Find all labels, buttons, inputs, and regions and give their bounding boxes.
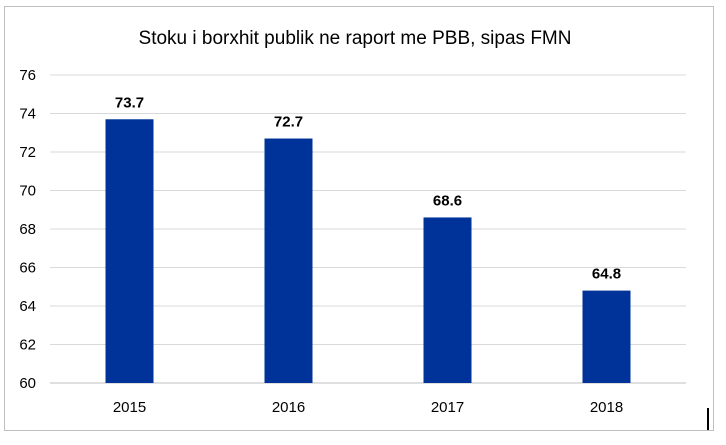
data-label: 68.6 xyxy=(433,192,462,209)
y-tick-label: 74 xyxy=(19,106,36,123)
bar xyxy=(105,119,154,384)
bar xyxy=(423,217,472,383)
y-axis-ticks: 60 62 64 66 68 70 72 74 76 xyxy=(19,67,36,392)
x-axis-ticks: 2015 2016 2017 2018 xyxy=(113,399,623,416)
data-label: 73.7 xyxy=(115,94,144,111)
y-tick-label: 62 xyxy=(19,337,36,354)
edge-mark xyxy=(707,408,709,430)
y-tick-label: 68 xyxy=(19,221,36,238)
bars xyxy=(105,119,631,384)
x-tick-label: 2018 xyxy=(590,399,623,416)
x-tick-label: 2016 xyxy=(272,399,305,416)
bar xyxy=(264,138,313,383)
y-tick-label: 76 xyxy=(19,67,36,84)
data-label: 72.7 xyxy=(274,114,303,131)
y-tick-label: 70 xyxy=(19,183,36,200)
bar xyxy=(582,290,631,383)
data-labels: 73.7 72.7 68.6 64.8 xyxy=(115,94,621,282)
x-tick-label: 2017 xyxy=(431,399,464,416)
y-tick-label: 60 xyxy=(19,375,36,392)
gridlines xyxy=(50,74,686,384)
x-tick-label: 2015 xyxy=(113,399,146,416)
data-label: 64.8 xyxy=(592,266,621,283)
y-tick-label: 66 xyxy=(19,260,36,277)
chart-title: Stoku i borxhit publik ne raport me PBB,… xyxy=(139,28,572,49)
y-tick-label: 64 xyxy=(19,298,36,315)
y-tick-label: 72 xyxy=(19,144,36,161)
